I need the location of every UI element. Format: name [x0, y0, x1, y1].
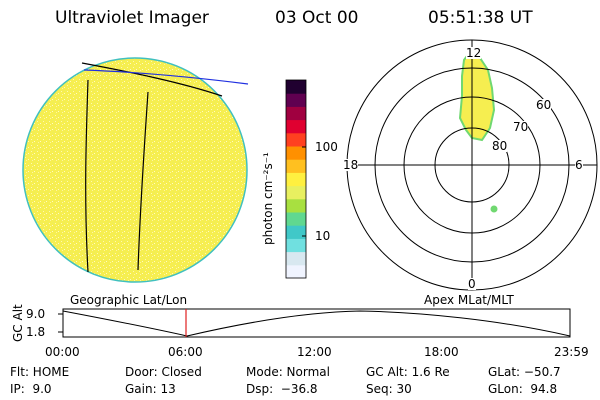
info-dsp: Dsp: −36.8	[246, 382, 318, 396]
colorbar-segment	[286, 132, 306, 147]
mlt-label-18: 18	[343, 158, 359, 172]
map-grid-line	[81, 62, 223, 97]
geographic-disk-panel	[22, 57, 249, 283]
time-tick-0600: 06:00	[168, 345, 203, 359]
altitude-curve	[62, 310, 571, 337]
emission-spot	[490, 205, 498, 213]
colorbar-segment	[286, 238, 306, 253]
mlat-label-70: 70	[513, 120, 529, 134]
map-grid-line	[83, 69, 249, 85]
colorbar-segment	[286, 93, 306, 107]
colorbar-segment	[286, 80, 306, 94]
auroral-emission-region	[458, 50, 496, 142]
mlt-label-6: 6	[575, 158, 583, 172]
alt-tick-9: 9.0	[26, 307, 46, 321]
color-scale-bar	[286, 80, 306, 279]
time-tick-1200: 12:00	[297, 345, 332, 359]
info-seq: Seq: 30	[366, 382, 412, 396]
altitude-strip-plot	[58, 308, 571, 338]
info-gain: Gain: 13	[125, 382, 176, 396]
map-grid-line	[137, 91, 149, 271]
gc-alt-axis-label: GC Alt	[11, 304, 25, 342]
colorbar-segment	[286, 146, 306, 160]
date-label: 03 Oct 00	[275, 8, 359, 28]
colorbar-tick-100: 100	[315, 140, 338, 154]
colorbar-segment	[286, 172, 306, 187]
colorbar-segment	[286, 264, 306, 279]
colorbar-tick-10: 10	[315, 229, 331, 243]
colorbar-segment	[286, 159, 306, 173]
polar-plot-panel	[346, 39, 598, 291]
info-glat: GLat: −50.7	[488, 365, 561, 379]
colorbar-segment	[286, 106, 306, 121]
info-mode: Mode: Normal	[246, 365, 330, 379]
info-glon: GLon: 94.8	[488, 382, 558, 396]
map-grid-line	[85, 79, 89, 273]
polar-panel-caption: Apex MLat/MLT	[424, 293, 514, 307]
info-flight: Flt: HOME	[10, 365, 70, 379]
colorbar-segment	[286, 119, 306, 134]
colorbar-segment	[286, 251, 306, 266]
app-title: Ultraviolet Imager	[55, 8, 209, 28]
mlt-label-12: 12	[466, 46, 482, 60]
time-tick-2359: 23:59	[554, 345, 589, 359]
colorbar-segment	[286, 198, 306, 213]
time-tick-0000: 00:00	[45, 345, 80, 359]
mlat-label-80: 80	[492, 139, 508, 153]
time-tick-1800: 18:00	[424, 345, 459, 359]
info-door: Door: Closed	[125, 365, 202, 379]
colorbar-segment	[286, 225, 306, 239]
colorbar-segment	[286, 185, 306, 200]
colorbar-unit-label: photon cm⁻²s⁻¹	[261, 152, 275, 245]
colorbar-segment	[286, 212, 306, 226]
earth-disk	[22, 57, 248, 283]
time-label: 05:51:38 UT	[428, 8, 533, 28]
geographic-panel-caption: Geographic Lat/Lon	[70, 293, 188, 307]
mlat-label-60: 60	[536, 98, 552, 112]
mlt-label-0: 0	[468, 277, 476, 291]
alt-tick-1-8: 1.8	[26, 325, 46, 339]
info-gc-alt: GC Alt: 1.6 Re	[366, 365, 450, 379]
info-ip: IP: 9.0	[10, 382, 52, 396]
